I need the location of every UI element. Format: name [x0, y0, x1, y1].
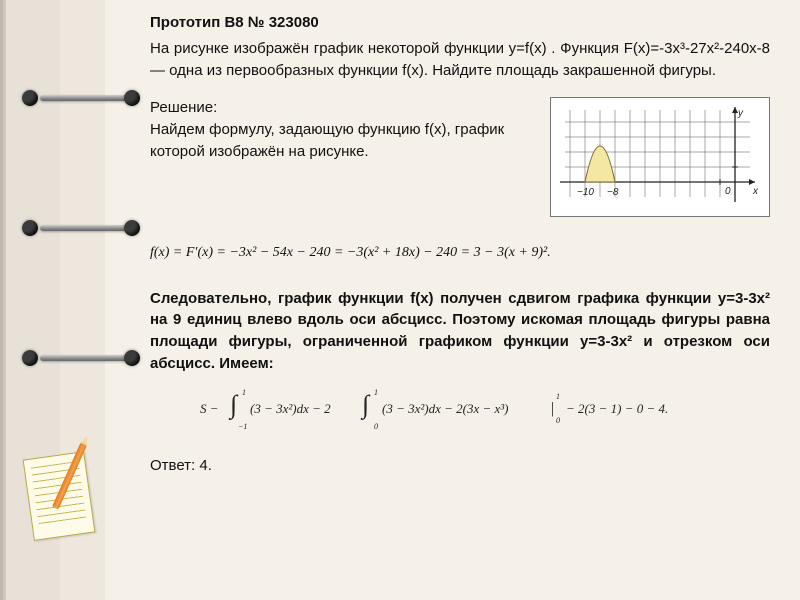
derivative-formula: f(x) = F′(x) = −3x² − 54x − 240 = −3(x² … — [150, 243, 770, 263]
svg-text:(3 − 3x²)dx − 2: (3 − 3x²)dx − 2 — [250, 401, 331, 416]
svg-text:−10: −10 — [577, 187, 594, 198]
solution-heading: Решение: — [150, 97, 538, 119]
answer-line: Ответ: 4. — [150, 455, 770, 477]
svg-text:x: x — [752, 186, 759, 197]
svg-text:|: | — [550, 400, 554, 417]
conclusion-paragraph: Следовательно, график функции f(x) получ… — [150, 288, 770, 375]
svg-text:1: 1 — [556, 392, 560, 401]
binder-ring-icon — [40, 215, 130, 241]
solution-body: Найдем формулу, задающую функцию f(x), г… — [150, 119, 538, 163]
svg-text:−8: −8 — [607, 187, 619, 198]
problem-statement: На рисунке изображён график некоторой фу… — [150, 38, 770, 82]
svg-text:∫: ∫ — [228, 390, 239, 420]
notepad-pencil-icon — [20, 445, 100, 545]
svg-text:(3 − 3x²)dx − 2(3x − x³): (3 − 3x²)dx − 2(3x − x³) — [382, 401, 509, 416]
binder-ring-icon — [40, 85, 130, 111]
svg-text:∫: ∫ — [360, 390, 371, 420]
svg-text:− 2(3 − 1) − 0 − 4.: − 2(3 − 1) − 0 − 4. — [566, 401, 668, 416]
svg-text:0: 0 — [725, 186, 731, 197]
svg-text:1: 1 — [242, 388, 246, 397]
integral-formula: S − ∫ 1 −1 (3 − 3x²)dx − 2 ∫ 1 0 (3 − 3x… — [150, 383, 770, 440]
function-graph: −10 −8 y x 0 — [550, 97, 770, 217]
svg-text:0: 0 — [374, 422, 378, 431]
problem-title: Прототип B8 № 323080 — [150, 12, 770, 34]
svg-text:1: 1 — [374, 388, 378, 397]
svg-text:−1: −1 — [238, 422, 247, 431]
binder-ring-icon — [40, 345, 130, 371]
svg-text:S −: S − — [200, 401, 219, 416]
solution-text: Решение: Найдем формулу, задающую функци… — [150, 97, 538, 162]
svg-text:0: 0 — [556, 416, 560, 425]
page: Прототип B8 № 323080 На рисунке изображё… — [0, 0, 800, 600]
svg-text:y: y — [737, 108, 744, 119]
content-area: Прототип B8 № 323080 На рисунке изображё… — [150, 12, 770, 590]
